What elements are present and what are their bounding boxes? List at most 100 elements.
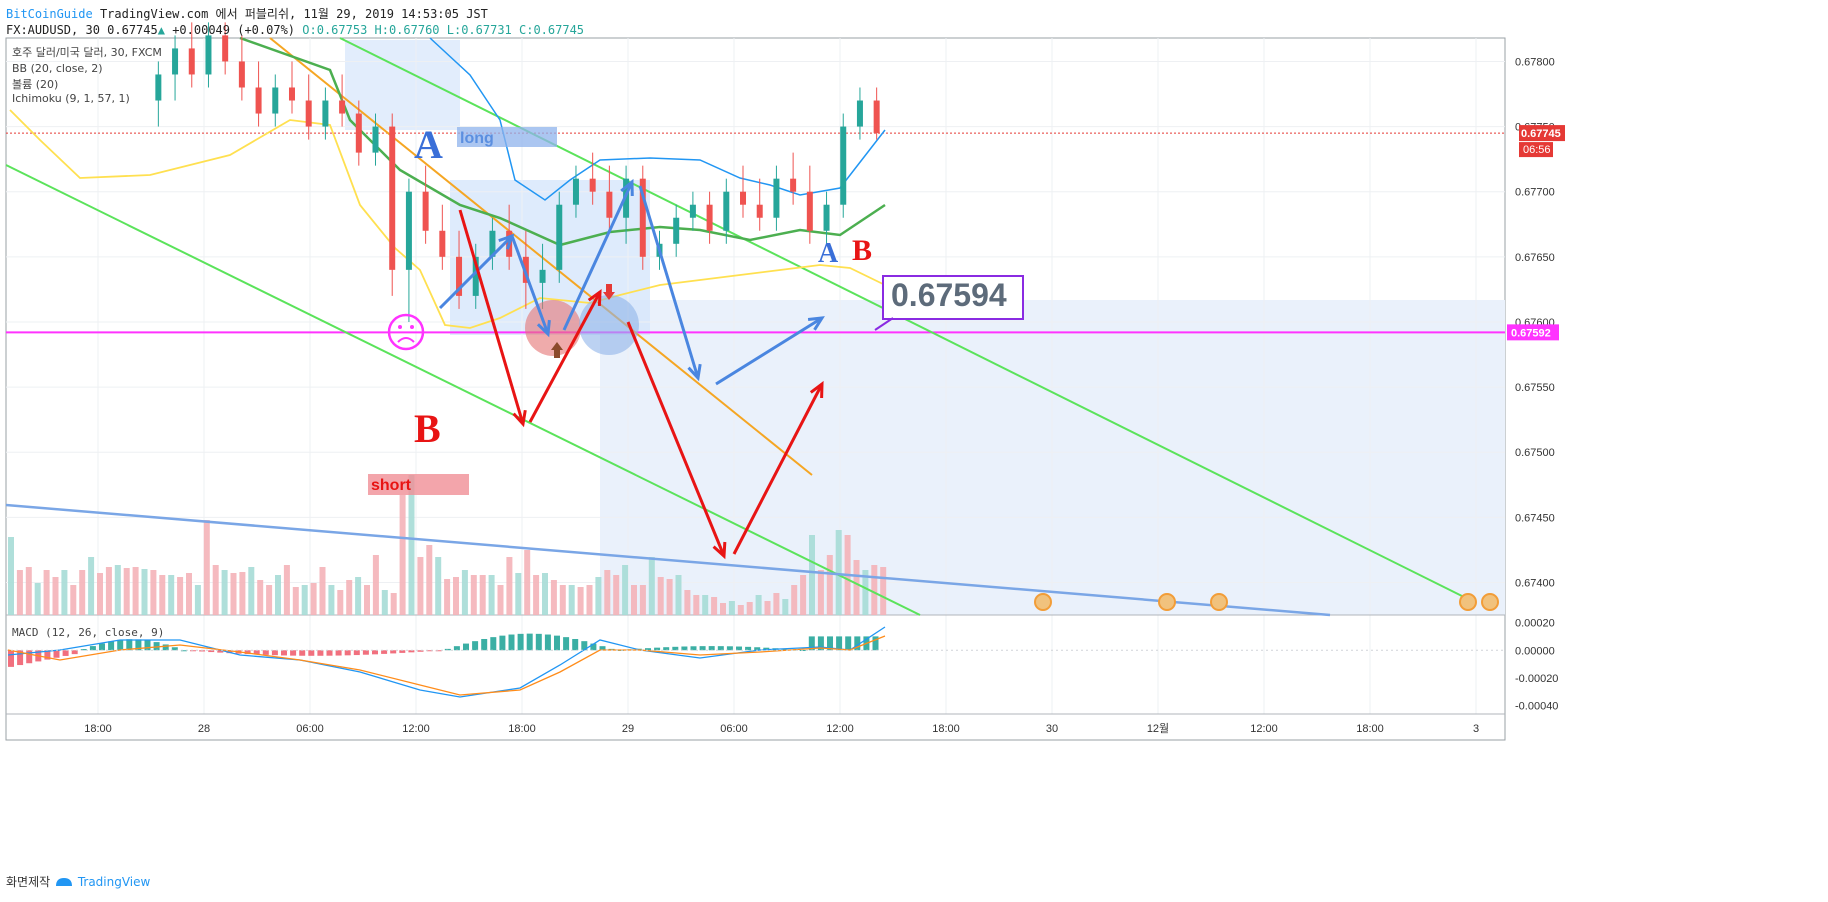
candle-body <box>339 100 346 114</box>
letter-b-large: B <box>414 406 441 451</box>
time-tick-label: 06:00 <box>296 723 324 735</box>
countdown-badge <box>1519 142 1553 158</box>
macd-histogram-bar <box>171 647 178 651</box>
macd-histogram-bar <box>353 650 360 656</box>
volume-bar <box>497 585 504 615</box>
frown-face-eye <box>410 325 414 329</box>
volume-bar <box>737 605 744 615</box>
candle-body <box>222 35 229 62</box>
macd-histogram-bar <box>763 647 770 651</box>
macd-histogram-bar <box>481 638 488 651</box>
volume-bar <box>70 585 77 615</box>
red-arrow-down-2-head <box>712 541 727 560</box>
callout-pointer <box>874 317 894 331</box>
candle-body <box>172 48 179 75</box>
candle-body <box>305 100 312 127</box>
volume-bar <box>684 590 691 615</box>
candle-body <box>372 126 379 153</box>
candle-body <box>188 48 195 75</box>
volume-bar <box>648 557 655 615</box>
volume-bar <box>248 567 255 615</box>
callout-price: 0.67594 <box>891 277 1007 313</box>
cloud-shade <box>345 40 460 130</box>
macd-tick-label: 0.00000 <box>1515 645 1555 657</box>
volume-bar <box>675 575 682 615</box>
candle-body <box>456 256 463 296</box>
up-arrow-icon: ▲ <box>157 23 165 37</box>
volume-bar <box>461 570 468 615</box>
footer-brand[interactable]: TradingView <box>77 875 151 889</box>
volume-bar <box>25 567 32 615</box>
candle-body <box>673 217 680 244</box>
macd-histogram-bar <box>854 636 861 651</box>
volume-bar <box>97 573 103 615</box>
volume-bar <box>515 573 522 615</box>
candle-body <box>639 178 646 257</box>
candle-body <box>556 204 563 270</box>
up-marker-icon <box>551 342 563 358</box>
volume-bar <box>123 568 130 615</box>
time-tick-label: 18:00 <box>932 723 960 735</box>
volume-bar <box>711 597 718 615</box>
volume-bar <box>693 595 700 615</box>
time-tick-label: 12:00 <box>402 723 430 735</box>
volume-bar <box>817 570 824 615</box>
volume-bar <box>702 595 709 615</box>
volume-bar <box>266 585 273 615</box>
blue-trend-line <box>5 503 1331 617</box>
tradingview-logo-icon[interactable] <box>54 875 74 887</box>
macd-histogram-bar <box>372 650 378 655</box>
callout-box <box>882 275 1024 320</box>
volume-bar <box>639 585 646 615</box>
macd-histogram-bar <box>699 646 706 651</box>
volume-bar <box>8 537 14 615</box>
red-arrow-down-1-head <box>512 409 527 428</box>
red-arrow-down-1 <box>458 209 525 425</box>
macd-histogram-bar <box>344 650 351 656</box>
symbol-header: FX:AUDUSD, 30 0.67745▲ +0.00049 (+0.07%)… <box>6 23 584 37</box>
time-tick-label: 30 <box>1046 723 1058 735</box>
volume-bar <box>177 577 184 615</box>
macd-histogram-bar <box>872 636 879 651</box>
site-name[interactable]: BitCoinGuide <box>6 7 93 21</box>
macd-histogram-bar <box>426 650 433 652</box>
red-arrow-up-2 <box>732 383 824 555</box>
legend-bb: BB (20, close, 2) <box>12 62 103 75</box>
blue-arrow-down-1 <box>510 235 550 335</box>
macd-histogram-bar <box>453 646 460 651</box>
volume-bar <box>666 579 673 615</box>
macd-histogram-bar <box>754 647 761 651</box>
candle-body <box>773 178 780 218</box>
macd-histogram-bar <box>808 636 815 651</box>
price-tick-label: 0.67650 <box>1515 252 1555 264</box>
macd-histogram-bar <box>736 646 742 651</box>
volume-bar <box>835 530 842 615</box>
macd-histogram-bar <box>281 650 287 656</box>
macd-histogram-bar <box>299 650 306 656</box>
candle-body <box>155 74 162 101</box>
support-price-badge <box>1507 324 1559 341</box>
macd-histogram-bar <box>217 650 224 653</box>
macd-histogram-bar <box>517 633 524 651</box>
macd-histogram-bar <box>717 646 724 651</box>
volume-bar <box>43 570 50 615</box>
macd-histogram-bar <box>381 650 388 654</box>
candle-body <box>389 126 396 270</box>
time-tick-label: 12:00 <box>1250 723 1278 735</box>
letter-a-large: A <box>414 122 443 167</box>
volume-bar <box>79 570 86 615</box>
event-flag-icon <box>1034 593 1052 611</box>
macd-histogram-bar <box>645 648 651 651</box>
volume-bar <box>390 593 397 615</box>
volume-bar <box>292 587 299 615</box>
frown-face-icon <box>387 313 425 351</box>
volume-bar <box>230 573 237 615</box>
macd-histogram-bar <box>390 650 397 654</box>
candle-body <box>706 204 713 231</box>
volume-bar <box>328 585 335 615</box>
volume-bar <box>809 535 815 615</box>
macd-histogram-bar <box>362 650 369 655</box>
volume-bar <box>657 577 664 615</box>
